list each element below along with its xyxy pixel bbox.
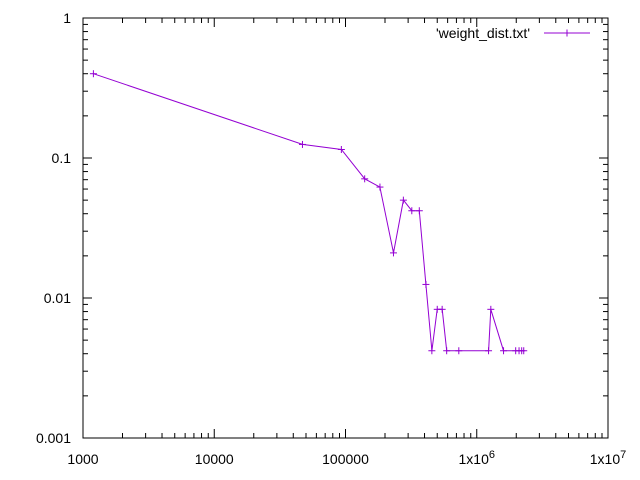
data-point xyxy=(500,347,508,355)
data-point xyxy=(415,207,423,215)
x-tick-label-exponent: 7 xyxy=(620,449,626,461)
axis-tick-labels: 1000 10000 100000 1x106 1x107 0.001 0.01 0.1 1 xyxy=(36,10,626,467)
plot-border xyxy=(82,17,609,439)
x-tick-label: 1000 xyxy=(67,451,98,467)
data-point xyxy=(399,196,407,204)
data-point xyxy=(438,305,446,313)
data-point xyxy=(422,280,430,288)
legend-label: 'weight_dist.txt' xyxy=(436,25,530,41)
legend-marker xyxy=(563,29,571,37)
axis-ticks xyxy=(82,17,609,439)
data-point xyxy=(337,146,345,154)
x-tick-label-exponent: 6 xyxy=(489,449,495,461)
x-tick-label: 100000 xyxy=(322,451,369,467)
y-tick-label: 0.01 xyxy=(44,290,71,306)
data-point xyxy=(455,347,463,355)
y-tick-label: 1 xyxy=(63,10,71,26)
y-tick-label: 0.001 xyxy=(36,430,71,446)
data-point xyxy=(361,175,369,183)
data-point xyxy=(520,347,528,355)
data-point xyxy=(408,207,416,215)
series-layer xyxy=(89,70,528,355)
data-point xyxy=(485,347,493,355)
data-point xyxy=(89,70,97,78)
data-point xyxy=(376,183,384,191)
data-point xyxy=(443,347,451,355)
x-tick-label: 1x106 xyxy=(459,449,495,467)
x-tick-label: 10000 xyxy=(195,451,234,467)
data-point xyxy=(389,249,397,257)
legend: 'weight_dist.txt' xyxy=(436,25,590,41)
x-tick-label: 1x107 xyxy=(590,449,626,467)
series-line xyxy=(93,73,524,352)
data-point xyxy=(487,305,495,313)
data-point xyxy=(428,347,436,355)
y-tick-label: 0.1 xyxy=(52,150,72,166)
data-point xyxy=(298,140,306,148)
